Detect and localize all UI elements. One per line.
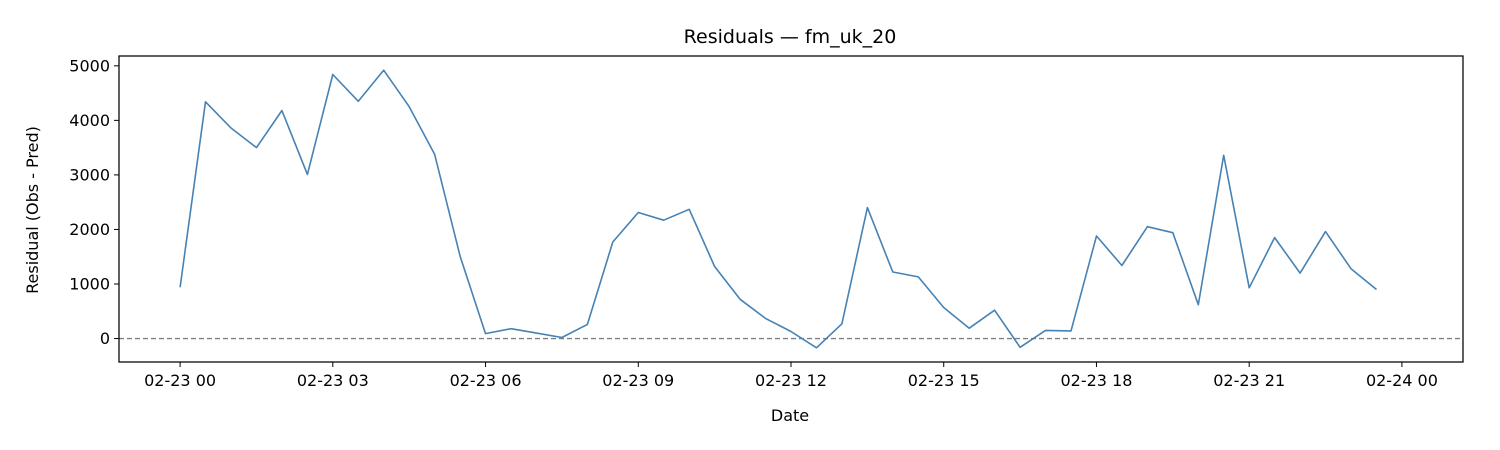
y-tick-label: 2000 (69, 220, 110, 239)
x-tick-label: 02-23 15 (908, 371, 980, 390)
x-tick-label: 02-23 03 (297, 371, 369, 390)
x-axis-label: Date (771, 406, 809, 425)
y-tick-label: 1000 (69, 275, 110, 294)
y-axis-ticks: 0 1000 2000 3000 4000 5000 (69, 56, 119, 348)
y-axis-label: Residual (Obs - Pred) (23, 126, 42, 294)
x-tick-label: 02-24 00 (1366, 371, 1438, 390)
plot-area-frame (118, 55, 1464, 363)
y-tick-label: 5000 (69, 56, 110, 75)
x-tick-label: 02-23 18 (1060, 371, 1132, 390)
x-tick-label: 02-23 21 (1213, 371, 1285, 390)
x-tick-label: 02-23 00 (144, 371, 216, 390)
x-tick-label: 02-23 09 (602, 371, 674, 390)
y-tick-label: 0 (100, 329, 110, 348)
x-axis-ticks: 02-23 00 02-23 03 02-23 06 02-23 09 02-23 12… (144, 362, 1438, 390)
y-tick-label: 3000 (69, 165, 110, 184)
series-layer (179, 69, 1378, 349)
residual-series-line (179, 69, 1378, 349)
y-tick-label: 4000 (69, 111, 110, 130)
chart-title: Residuals — fm_uk_20 (684, 26, 897, 48)
x-tick-label: 02-23 06 (450, 371, 522, 390)
x-tick-label: 02-23 12 (755, 371, 827, 390)
